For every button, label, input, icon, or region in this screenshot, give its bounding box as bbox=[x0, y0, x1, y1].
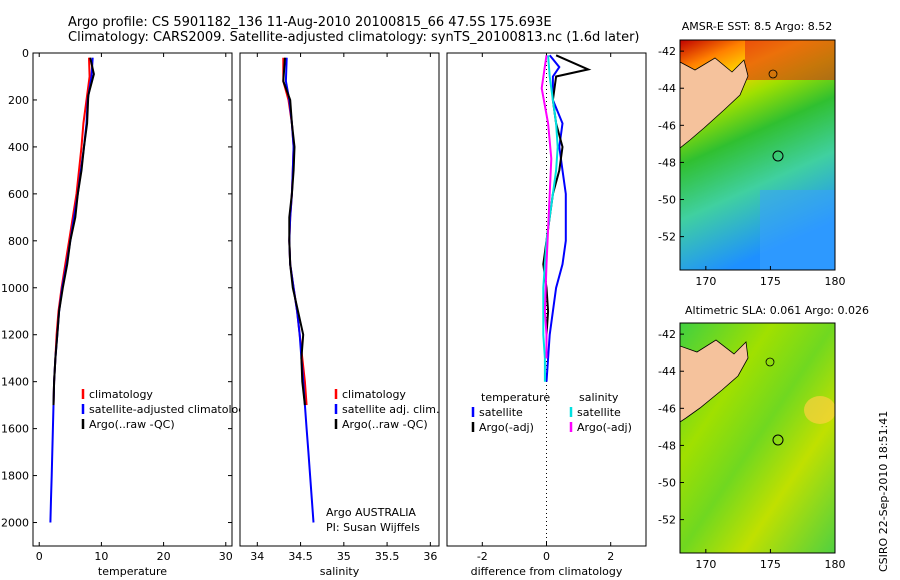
map-y-tick-label: -42 bbox=[658, 328, 676, 341]
x-tick-label: -2 bbox=[477, 550, 488, 563]
y-tick-label: 1400 bbox=[1, 376, 29, 389]
annotation: PI: Susan Wijffels bbox=[326, 521, 420, 534]
legend-label: satellite-adjusted climatolog bbox=[89, 403, 245, 416]
legend-group-title: temperature bbox=[481, 391, 550, 404]
map-x-tick-label: 175 bbox=[760, 275, 781, 288]
map-y-tick-label: -42 bbox=[658, 45, 676, 58]
map-y-tick-label: -48 bbox=[658, 439, 676, 452]
x-tick-label: 30 bbox=[219, 550, 233, 563]
series-line-argo bbox=[282, 57, 306, 406]
y-tick-label: 200 bbox=[8, 94, 29, 107]
sla-land-nz bbox=[680, 339, 749, 423]
panel-3: -2 0 2 difference from climatology temperatu… bbox=[446, 52, 647, 578]
map-y-tick-label: -46 bbox=[658, 119, 676, 132]
y-tick-label: 1600 bbox=[1, 423, 29, 436]
x-tick-label: 2 bbox=[607, 550, 614, 563]
x-tick-label: 10 bbox=[94, 550, 108, 563]
footer-stamp: CSIRO 22-Sep-2010 18:51:41 bbox=[877, 411, 890, 572]
map-y-tick-label: -50 bbox=[658, 194, 676, 207]
x-tick-label: 0 bbox=[543, 550, 550, 563]
y-tick-label: 1200 bbox=[1, 329, 29, 342]
y-tick-label: 2000 bbox=[1, 517, 29, 530]
series-line-satellite bbox=[545, 54, 567, 382]
legend-label: Argo(-adj) bbox=[577, 421, 632, 434]
sla-island bbox=[765, 357, 775, 367]
sst-land-nz bbox=[680, 57, 749, 149]
x-tick-label: 0 bbox=[36, 550, 43, 563]
x-tick-label: 35.5 bbox=[375, 550, 400, 563]
x-tick-label: 36 bbox=[423, 550, 437, 563]
map-x-tick-label: 175 bbox=[760, 558, 781, 571]
y-tick-label: 1800 bbox=[1, 470, 29, 483]
x-axis-label: salinity bbox=[320, 565, 360, 578]
map-x-tick-label: 170 bbox=[695, 558, 716, 571]
x-axis-label: temperature bbox=[98, 565, 167, 578]
sst-cold-patch bbox=[760, 190, 835, 270]
title-line-1: Argo profile: CS 5901182_136 11-Aug-2010… bbox=[68, 15, 552, 30]
legend-label: satellite bbox=[577, 406, 621, 419]
x-tick-label: 20 bbox=[157, 550, 171, 563]
panel-frame bbox=[239, 52, 440, 547]
annotation: Argo AUSTRALIA bbox=[326, 506, 416, 519]
map-x-tick-label: 170 bbox=[695, 275, 716, 288]
legend-label: Argo(..raw -QC) bbox=[89, 418, 175, 431]
map-x-tick-label: 180 bbox=[825, 275, 846, 288]
map-y-tick-label: -50 bbox=[658, 477, 676, 490]
series-line-argo bbox=[52, 57, 95, 406]
sla-map-title: Altimetric SLA: 0.061 Argo: 0.026 bbox=[685, 304, 869, 317]
x-axis-label: difference from climatology bbox=[471, 565, 623, 578]
map-y-tick-label: -52 bbox=[658, 231, 676, 244]
y-tick-label: 1000 bbox=[1, 282, 29, 295]
map-y-tick-label: -52 bbox=[658, 514, 676, 527]
legend-label: satellite bbox=[479, 406, 523, 419]
x-tick-label: 35 bbox=[337, 550, 351, 563]
map-y-tick-label: -44 bbox=[658, 365, 676, 378]
y-tick-label: 800 bbox=[8, 235, 29, 248]
title-line-2: Climatology: CARS2009. Satellite-adjuste… bbox=[68, 30, 640, 45]
sst-argo-position bbox=[772, 150, 784, 162]
sst-warm-patch bbox=[745, 40, 835, 80]
sst-island bbox=[768, 69, 778, 79]
map-y-tick-label: -44 bbox=[658, 82, 676, 95]
map-x-tick-label: 180 bbox=[825, 558, 846, 571]
legend-label: climatology bbox=[89, 388, 153, 401]
legend-label: climatology bbox=[342, 388, 406, 401]
series-line-salinity_satellite bbox=[542, 55, 559, 382]
sst-map: AMSR-E SST: 8.5 Argo: 8.52 bbox=[679, 20, 836, 271]
y-tick-label: 0 bbox=[22, 47, 29, 60]
map-y-tick-label: -48 bbox=[658, 156, 676, 169]
panel-frame bbox=[32, 52, 233, 547]
map-y-tick-label: -46 bbox=[658, 402, 676, 415]
panel-2: 34 34.5 35 35.5 36 salinity climatology satelli… bbox=[239, 52, 440, 578]
y-tick-label: 400 bbox=[8, 141, 29, 154]
x-tick-label: 34 bbox=[250, 550, 264, 563]
legend-group-title: salinity bbox=[579, 391, 619, 404]
legend-label: Argo(..raw -QC) bbox=[342, 418, 428, 431]
panel-1: 0 10 20 30 0 200 400 600 800 1000 1200 1400 1600 1800… bbox=[1, 47, 245, 578]
series-line-salinity_argo bbox=[540, 55, 553, 359]
legend-label: Argo(-adj) bbox=[479, 421, 534, 434]
sla-high-patch bbox=[804, 396, 835, 424]
x-tick-label: 34.5 bbox=[288, 550, 313, 563]
sst-map-title: AMSR-E SST: 8.5 Argo: 8.52 bbox=[682, 20, 833, 33]
legend-label: satellite adj. clim. bbox=[342, 403, 439, 416]
sla-argo-position bbox=[772, 434, 784, 446]
sla-map: Altimetric SLA: 0.061 Argo: 0.026 bbox=[679, 304, 869, 554]
y-tick-label: 600 bbox=[8, 188, 29, 201]
